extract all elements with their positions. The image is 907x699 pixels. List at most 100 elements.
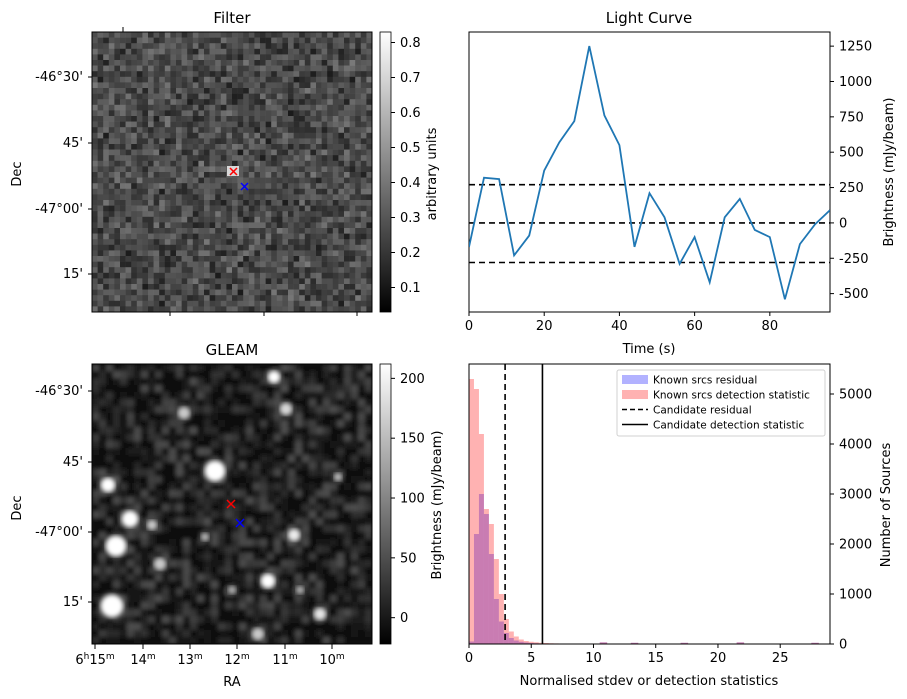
gleam-pixel bbox=[155, 595, 163, 603]
gleam-pixel bbox=[225, 364, 233, 372]
filter-pixel bbox=[97, 222, 104, 229]
filter-pixel bbox=[198, 216, 205, 223]
gleam-pixel bbox=[239, 602, 247, 610]
gleam-pixel bbox=[260, 462, 268, 470]
gleam-pixel bbox=[134, 581, 142, 589]
filter-pixel bbox=[360, 149, 367, 156]
filter-pixel bbox=[108, 48, 115, 55]
filter-pixel bbox=[192, 110, 199, 117]
filter-pixel bbox=[316, 211, 322, 218]
gleam-pixel bbox=[246, 609, 254, 617]
filter-pixel bbox=[176, 104, 182, 111]
filter-pixel bbox=[120, 93, 126, 100]
filter-pixel bbox=[276, 37, 283, 44]
filter-pixel bbox=[344, 250, 350, 257]
filter-pixel bbox=[92, 256, 98, 262]
gleam-pixel bbox=[351, 434, 359, 442]
filter-pixel bbox=[310, 295, 317, 302]
filter-pixel bbox=[260, 183, 266, 190]
filter-pixel bbox=[232, 267, 238, 274]
filter-pixel bbox=[271, 177, 278, 184]
filter-pixel bbox=[220, 284, 227, 290]
filter-ytick: -47°00' bbox=[35, 202, 83, 217]
filter-pixel bbox=[131, 228, 138, 234]
histogram-bar bbox=[523, 642, 529, 644]
filter-pixel bbox=[248, 200, 255, 206]
gleam-pixel bbox=[162, 427, 170, 435]
filter-pixel bbox=[103, 160, 110, 167]
filter-pixel bbox=[136, 104, 143, 111]
filter-pixel bbox=[226, 228, 233, 234]
filter-pixel bbox=[192, 76, 199, 83]
gleam-pixel bbox=[211, 441, 219, 449]
filter-pixel bbox=[220, 194, 227, 201]
gleam-pixel bbox=[113, 371, 121, 379]
filter-pixel bbox=[327, 160, 334, 167]
filter-pixel bbox=[265, 132, 272, 139]
filter-pixel bbox=[360, 295, 367, 302]
filter-pixel bbox=[304, 261, 311, 268]
gleam-pixel bbox=[106, 630, 114, 638]
filter-pixel bbox=[187, 71, 194, 78]
filter-pixel bbox=[293, 233, 300, 240]
filter-pixel bbox=[198, 99, 205, 106]
gleam-pixel bbox=[169, 553, 177, 561]
filter-pixel bbox=[215, 222, 222, 229]
gleam-pixel bbox=[232, 469, 240, 477]
filter-pixel bbox=[366, 93, 373, 100]
gleam-pixel bbox=[218, 420, 226, 428]
filter-pixel bbox=[321, 71, 328, 78]
filter-pixel bbox=[338, 250, 345, 257]
filter-pixel bbox=[299, 166, 306, 173]
gleam-pixel bbox=[316, 581, 324, 589]
lightcurve-ylabel: Brightness (mJy/beam) bbox=[882, 98, 897, 247]
filter-pixel bbox=[321, 278, 328, 285]
gleam-pixel bbox=[358, 406, 366, 414]
filter-pixel bbox=[164, 60, 171, 66]
filter-pixel bbox=[176, 278, 182, 285]
gleam-pixel bbox=[169, 539, 177, 547]
gleam-pixel bbox=[323, 504, 331, 512]
filter-pixel bbox=[125, 284, 132, 290]
filter-pixel bbox=[349, 155, 356, 162]
filter-colorbar: 0.10.20.30.40.50.60.70.8 arbitrary units bbox=[379, 31, 440, 313]
filter-pixel bbox=[248, 267, 255, 274]
gleam-pixel bbox=[120, 490, 128, 498]
gleam-pixel bbox=[337, 413, 345, 421]
filter-pixel bbox=[243, 160, 250, 167]
filter-pixel bbox=[332, 250, 339, 257]
filter-pixel bbox=[310, 132, 317, 139]
filter-pixel bbox=[114, 194, 121, 201]
filter-pixel bbox=[198, 188, 205, 195]
filter-pixel bbox=[265, 60, 272, 66]
histogram-legend: Known srcs residual Known srcs detection… bbox=[616, 369, 826, 437]
gleam-pixel bbox=[358, 532, 366, 540]
gleam-pixel bbox=[281, 378, 289, 386]
filter-pixel bbox=[332, 306, 339, 313]
filter-pixel bbox=[142, 104, 149, 111]
filter-pixel bbox=[316, 267, 322, 274]
gleam-pixel bbox=[134, 637, 142, 644]
filter-pixel bbox=[248, 93, 255, 100]
filter-pixel bbox=[215, 71, 222, 78]
filter-pixel bbox=[293, 121, 300, 128]
filter-pixel bbox=[114, 272, 121, 279]
filter-pixel bbox=[164, 54, 171, 61]
gleam-pixel bbox=[176, 637, 184, 644]
gleam-pixel bbox=[141, 399, 149, 407]
gleam-pixel bbox=[288, 560, 296, 568]
gleam-pixel bbox=[211, 581, 219, 589]
gleam-pixel bbox=[92, 546, 100, 554]
filter-pixel bbox=[366, 256, 373, 262]
filter-pixel bbox=[344, 188, 350, 195]
filter-pixel bbox=[360, 256, 367, 262]
filter-pixel bbox=[310, 166, 317, 173]
gleam-pixel bbox=[365, 504, 372, 512]
filter-pixel bbox=[114, 104, 121, 111]
filter-pixel bbox=[271, 250, 278, 257]
filter-pixel bbox=[265, 116, 272, 122]
filter-pixel bbox=[215, 99, 222, 106]
gleam-pixel bbox=[351, 476, 359, 484]
filter-pixel bbox=[198, 160, 205, 167]
filter-pixel bbox=[120, 284, 126, 290]
